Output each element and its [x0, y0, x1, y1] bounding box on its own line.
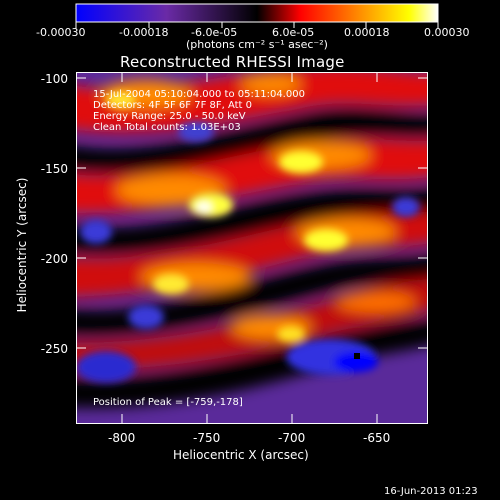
plot-title: Reconstructed RHESSI Image [120, 53, 345, 71]
y-tick-label: -100 [40, 72, 68, 86]
colorbar [75, 3, 439, 28]
y-axis-label: Heliocentric Y (arcsec) [15, 177, 29, 313]
x-axis-label: Heliocentric X (arcsec) [173, 448, 309, 462]
colorbar-tick: -0.00030 [36, 26, 86, 39]
overlay-line: 15-Jul-2004 05:10:04.000 to 05:11:04.000 [93, 89, 305, 100]
rhessi-image [76, 72, 428, 424]
colorbar-tick: -0.00018 [119, 26, 169, 39]
x-tick-label: -700 [278, 431, 306, 445]
colorbar-tick: 0.00018 [344, 26, 390, 39]
colorbar-tick: 6.0e-05 [272, 26, 315, 39]
colorbar-tick: 0.00030 [424, 26, 470, 39]
peak-marker [354, 353, 360, 359]
x-tick-label: -750 [193, 431, 221, 445]
colorbar-tick: -6.0e-05 [191, 26, 238, 39]
y-tick-label: -250 [40, 342, 68, 356]
colorbar-units: (photons cm⁻² s⁻¹ asec⁻²) [186, 38, 328, 51]
x-tick-label: -800 [108, 431, 136, 445]
peak-position: Position of Peak = [-759,-178] [93, 397, 243, 408]
plot-frame [76, 72, 428, 424]
y-tick-label: -150 [40, 162, 68, 176]
overlay-line: Detectors: 4F 5F 6F 7F 8F, Att 0 [93, 100, 253, 111]
x-tick-label: -650 [363, 431, 391, 445]
y-tick-label: -200 [40, 252, 68, 266]
footer-timestamp: 16-Jun-2013 01:23 [384, 486, 478, 497]
overlay-line: Energy Range: 25.0 - 50.0 keV [93, 111, 246, 122]
overlay-line: Clean Total counts: 1.03E+03 [93, 122, 241, 133]
